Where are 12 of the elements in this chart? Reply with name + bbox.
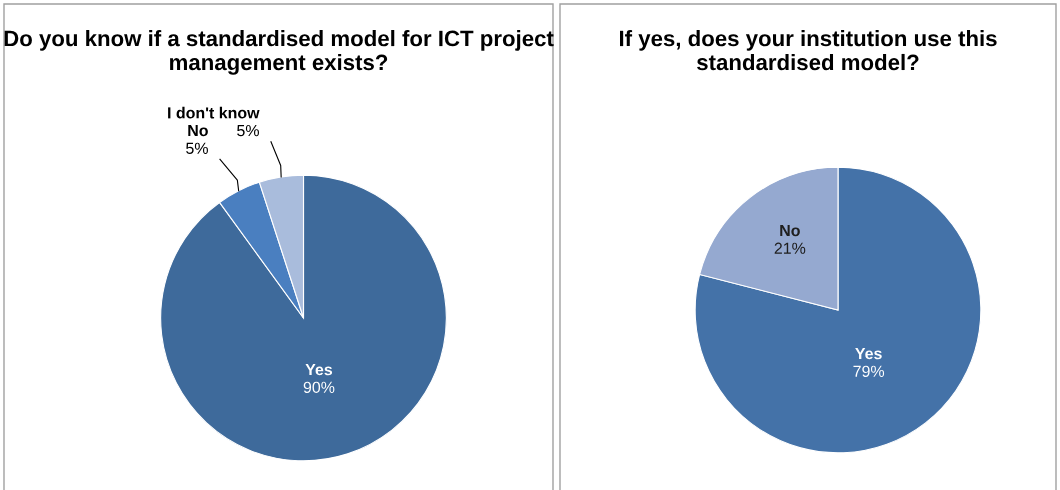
slice-label: No — [188, 125, 208, 137]
data-label: 5% — [186, 142, 208, 154]
data-label: 79% — [853, 365, 885, 377]
slice-label: No — [780, 225, 800, 237]
slice-label: Yes — [855, 348, 882, 360]
data-label: 5% — [237, 125, 259, 137]
data-label: 21% — [774, 242, 806, 254]
data-label: 90% — [303, 381, 335, 393]
slice-label: Yes — [305, 364, 333, 376]
chart-title: If yes, does your institution use this standardised model? — [619, 30, 997, 71]
slice-label: I don't know — [168, 106, 260, 119]
chart-title: Do you know if a standardised model for ICT project management exists? — [4, 30, 554, 75]
